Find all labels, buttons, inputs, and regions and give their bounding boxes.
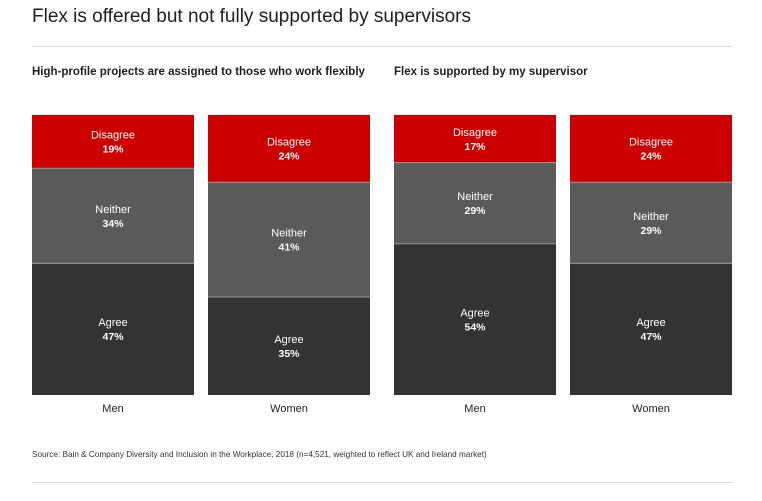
segment-value-label: 29% (464, 205, 486, 217)
page-title: Flex is offered but not fully supported … (32, 6, 471, 27)
category-label-men: Men (464, 403, 485, 415)
source-note: Source: Bain & Company Diversity and Inc… (32, 450, 487, 459)
segment-label: Disagree (453, 127, 497, 139)
bar-segment-agree-women (208, 297, 370, 395)
chart-2-subtitle: Flex is supported by my supervisor (394, 66, 588, 78)
segment-value-label: 47% (640, 331, 662, 343)
category-label-women: Women (632, 403, 670, 415)
chart-1-subtitle: High-profile projects are assigned to th… (32, 66, 365, 78)
segment-label: Neither (95, 204, 131, 216)
segment-label: Disagree (91, 130, 135, 142)
bar-segment-agree-men (32, 263, 194, 395)
segment-value-label: 17% (464, 141, 486, 153)
category-label-men: Men (102, 403, 123, 415)
bar-segment-neither-men (394, 162, 556, 244)
segment-label: Neither (633, 211, 669, 223)
segment-label: Disagree (629, 137, 673, 149)
segment-label: Agree (98, 317, 127, 329)
segment-label: Neither (457, 191, 493, 203)
bar-segment-neither-men (32, 168, 194, 264)
bar-segment-disagree-men (32, 115, 194, 169)
segment-label: Agree (274, 334, 303, 346)
bar-segment-disagree-women (208, 115, 370, 183)
bar-segment-agree-women (570, 263, 732, 395)
segment-value-label: 41% (278, 242, 300, 254)
bar-segment-disagree-men (394, 115, 556, 163)
bar-segment-neither-women (570, 182, 732, 264)
segment-label: Disagree (267, 137, 311, 149)
segment-value-label: 47% (102, 331, 124, 343)
bottom-divider (32, 482, 732, 483)
bar-segment-disagree-women (570, 115, 732, 183)
segment-value-label: 19% (102, 144, 124, 156)
segment-value-label: 54% (464, 321, 486, 333)
segment-value-label: 29% (640, 225, 662, 237)
bar-segment-neither-women (208, 182, 370, 297)
segment-label: Agree (636, 317, 665, 329)
category-label-women: Women (270, 403, 308, 415)
segment-value-label: 24% (640, 151, 662, 163)
segment-value-label: 34% (102, 218, 124, 230)
bar-segment-agree-men (394, 243, 556, 395)
segment-value-label: 24% (278, 151, 300, 163)
segment-label: Agree (460, 307, 489, 319)
top-divider (32, 46, 732, 47)
segment-value-label: 35% (278, 348, 300, 360)
segment-label: Neither (271, 228, 307, 240)
